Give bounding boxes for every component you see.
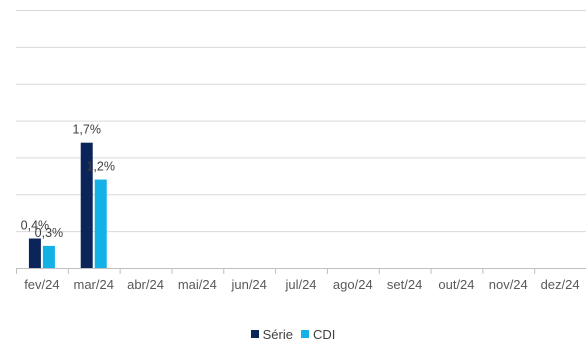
data-label: 1,2% <box>86 160 115 174</box>
x-tick-label: out/24 <box>438 277 474 292</box>
x-tick-label: nov/24 <box>489 277 528 292</box>
data-label: 1,7% <box>72 123 101 137</box>
gridlines <box>16 10 586 233</box>
x-tick-label: ago/24 <box>333 277 373 292</box>
x-tick-label: jun/24 <box>230 277 266 292</box>
x-axis: fev/24 mar/24 abr/24 mai/24 jun/24 jul/24 ago/… <box>16 268 586 292</box>
x-tick-label: dez/24 <box>541 277 580 292</box>
data-label: 0,3% <box>35 226 64 240</box>
legend-swatch-cdi <box>300 330 309 338</box>
legend-label-cdi: CDI <box>312 326 336 342</box>
bar-cdi <box>42 245 55 268</box>
data-label: 0,4% <box>21 219 50 233</box>
legend-label-serie: Série <box>262 326 293 342</box>
x-tick-label: set/24 <box>387 277 422 292</box>
x-tick-label: mai/24 <box>178 277 217 292</box>
bar-série <box>80 142 93 268</box>
bars <box>28 142 107 268</box>
bar-cdi <box>94 179 107 268</box>
legend: Série CDI <box>0 325 586 343</box>
x-tick-label: mar/24 <box>73 277 113 292</box>
data-labels: 0,4% 1,7% 0,3% 1,2% <box>21 123 115 240</box>
legend-item-cdi: CDI <box>300 326 336 342</box>
legend-swatch-serie <box>250 330 259 338</box>
bar-série <box>28 238 41 268</box>
x-tick-label: abr/24 <box>127 277 164 292</box>
x-tick-label: fev/24 <box>24 277 59 292</box>
x-tick-label: jul/24 <box>284 277 316 292</box>
legend-item-serie: Série <box>250 326 293 342</box>
